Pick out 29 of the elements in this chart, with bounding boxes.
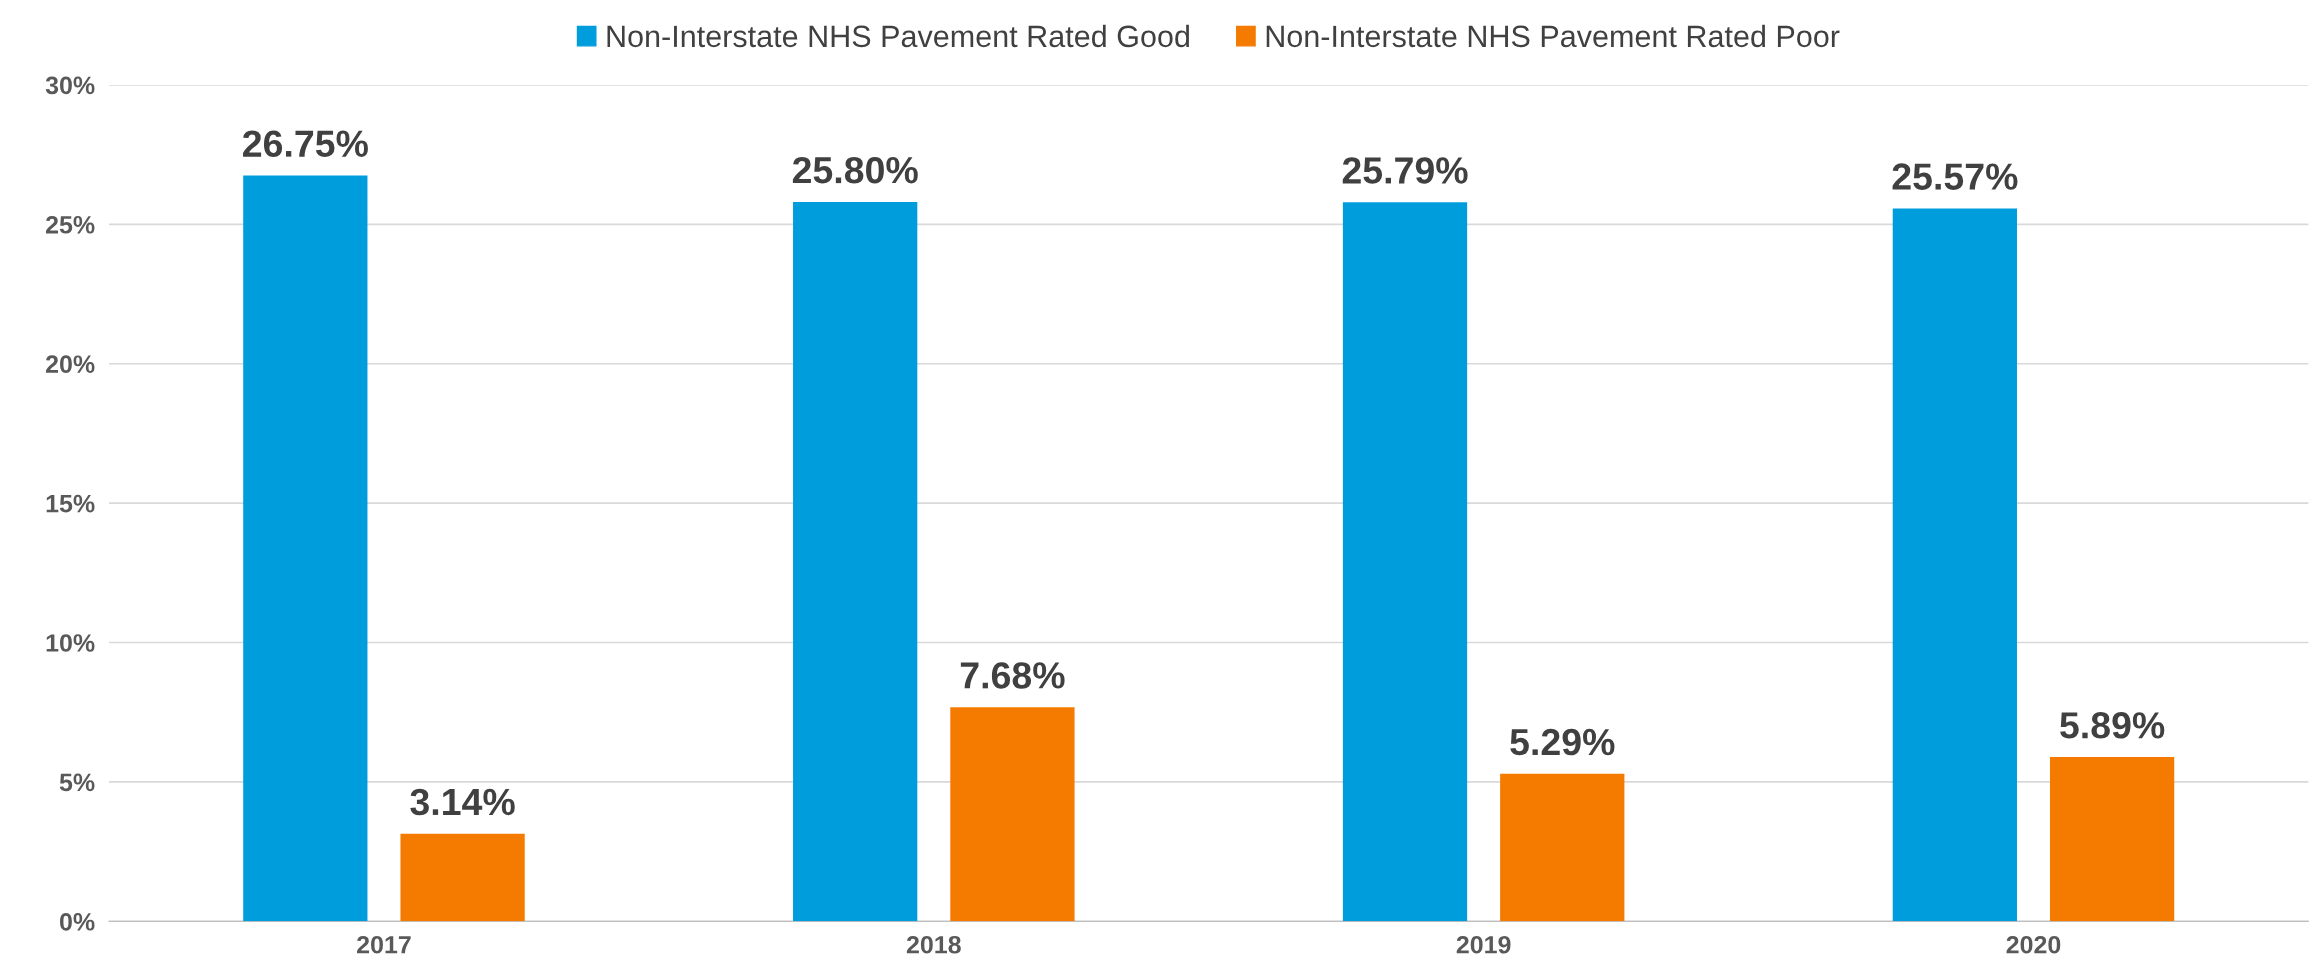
data-label: 26.75% — [243, 130, 368, 157]
data-label: 25.57% — [1892, 163, 2018, 190]
bar — [2049, 757, 2175, 922]
y-tick-label: 25% — [45, 215, 95, 234]
bar — [1500, 773, 1625, 922]
y-tick-label: 10% — [46, 634, 95, 652]
x-tick-label: 2019 — [1456, 935, 1511, 954]
y-tick-label: 20% — [45, 355, 95, 374]
bar — [1342, 202, 1468, 922]
data-label: 25.79% — [1342, 157, 1468, 184]
y-tick-label: 5% — [59, 773, 95, 792]
x-tick-label: 2018 — [906, 935, 961, 954]
y-tick-label: 0% — [60, 912, 95, 931]
bar — [950, 707, 1075, 922]
y-tick-label: 30% — [45, 76, 95, 95]
data-label: 7.68% — [960, 662, 1065, 689]
bar — [400, 833, 525, 922]
data-label: 5.29% — [1510, 728, 1615, 756]
data-label: 3.14% — [410, 788, 515, 816]
legend-label: Non-Interstate NHS Pavement Rated Poor — [1266, 24, 1840, 48]
data-label: 25.80% — [792, 156, 918, 184]
bar — [1892, 208, 2017, 922]
x-tick-label: 2020 — [2006, 935, 2061, 954]
data-label: 5.89% — [2060, 712, 2165, 739]
bar — [793, 202, 918, 922]
y-tick-label: 15% — [46, 494, 95, 513]
x-tick-label: 2017 — [357, 935, 411, 954]
legend-label: Non-Interstate NHS Pavement Rated Good — [607, 24, 1189, 48]
bar — [243, 175, 368, 922]
